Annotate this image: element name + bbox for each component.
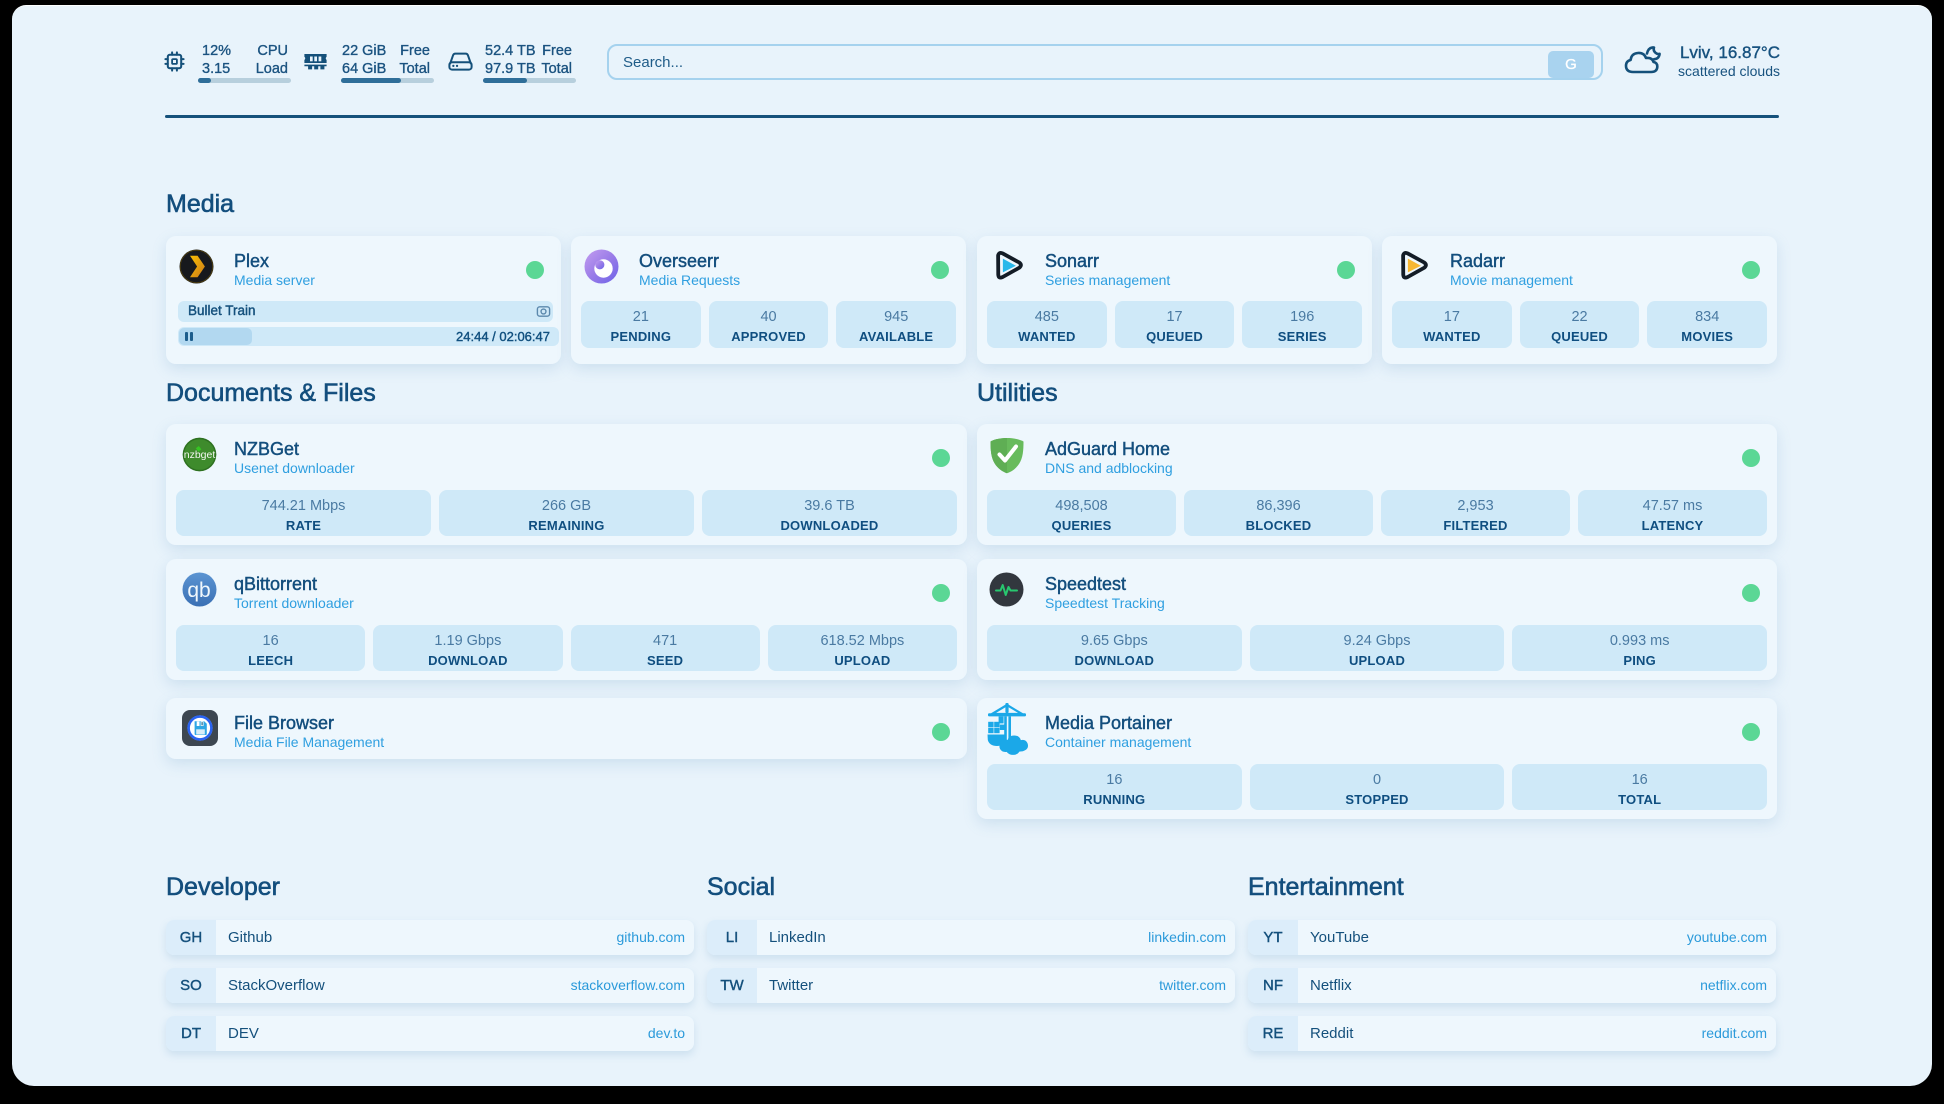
svg-text:qb: qb <box>187 579 210 602</box>
svg-text:nzbget: nzbget <box>184 449 216 461</box>
